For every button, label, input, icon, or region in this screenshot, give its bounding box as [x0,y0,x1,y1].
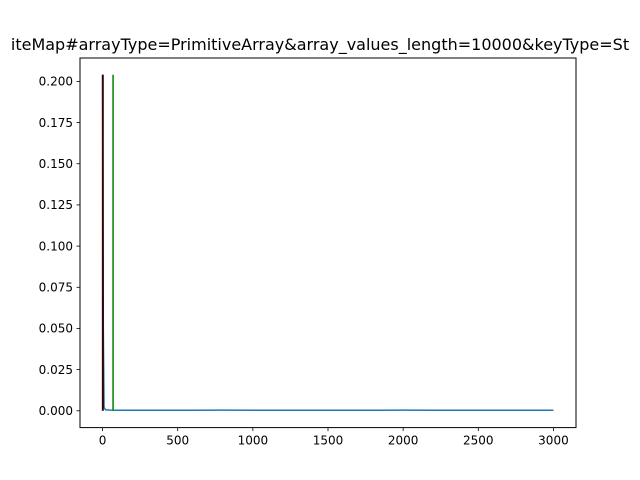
y-tick-label: 0.125 [39,198,73,212]
y-tick-label: 0.050 [39,322,73,336]
x-axis-ticks: 0 500 1000 1500 2000 2500 3000 [99,427,569,448]
y-tick-label: 0.200 [39,75,73,89]
x-tick-label: 500 [166,434,189,448]
y-axis-ticks: 0.000 0.025 0.050 0.075 0.100 0.125 0.150 0.175… [39,75,80,418]
y-tick-label: 0.075 [39,281,73,295]
y-tick-label: 0.025 [39,363,73,377]
y-tick-label: 0.175 [39,116,73,130]
x-tick-label: 3000 [538,434,569,448]
x-tick-label: 2000 [388,434,419,448]
y-tick-label: 0.100 [39,239,73,253]
chart-title: iteMap#arrayType=PrimitiveArray&array_va… [11,35,629,55]
plot-frame [79,57,577,429]
series-line-0 [101,74,554,412]
y-tick-label: 0.000 [39,404,73,418]
y-tick-label: 0.150 [39,157,73,171]
x-tick-label: 1500 [313,434,344,448]
plot-marks [101,74,554,412]
x-tick-label: 2500 [463,434,494,448]
x-tick-label: 1000 [238,434,269,448]
x-tick-label: 0 [99,434,107,448]
